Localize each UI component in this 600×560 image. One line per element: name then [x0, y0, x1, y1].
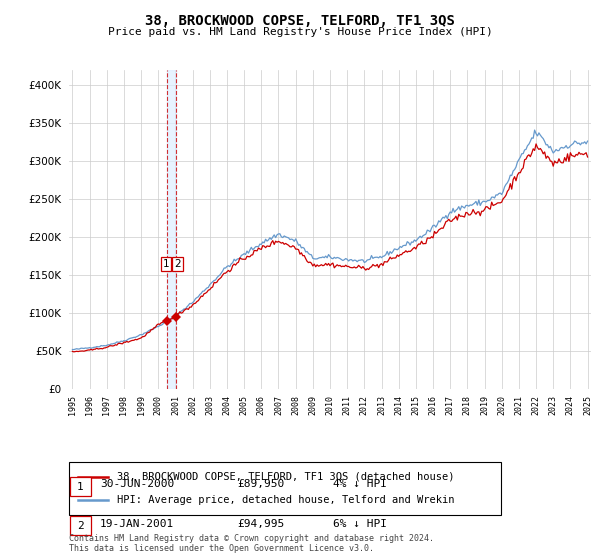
Text: 38, BROCKWOOD COPSE, TELFORD, TF1 3QS: 38, BROCKWOOD COPSE, TELFORD, TF1 3QS	[145, 14, 455, 28]
Text: £89,950: £89,950	[237, 479, 284, 489]
Text: Price paid vs. HM Land Registry's House Price Index (HPI): Price paid vs. HM Land Registry's House …	[107, 27, 493, 37]
Text: 6% ↓ HPI: 6% ↓ HPI	[333, 519, 387, 529]
Text: 19-JAN-2001: 19-JAN-2001	[100, 519, 175, 529]
Text: Contains HM Land Registry data © Crown copyright and database right 2024.
This d: Contains HM Land Registry data © Crown c…	[69, 534, 434, 553]
Text: 4% ↓ HPI: 4% ↓ HPI	[333, 479, 387, 489]
Text: 30-JUN-2000: 30-JUN-2000	[100, 479, 175, 489]
Text: 38, BROCKWOOD COPSE, TELFORD, TF1 3QS (detached house): 38, BROCKWOOD COPSE, TELFORD, TF1 3QS (d…	[116, 472, 454, 482]
Text: 1: 1	[77, 482, 84, 492]
Bar	[167, 70, 176, 389]
Text: £94,995: £94,995	[237, 519, 284, 529]
Text: 2: 2	[174, 259, 181, 269]
Text: 1: 1	[163, 259, 169, 269]
Text: HPI: Average price, detached house, Telford and Wrekin: HPI: Average price, detached house, Telf…	[116, 495, 454, 505]
Text: 2: 2	[77, 521, 84, 531]
